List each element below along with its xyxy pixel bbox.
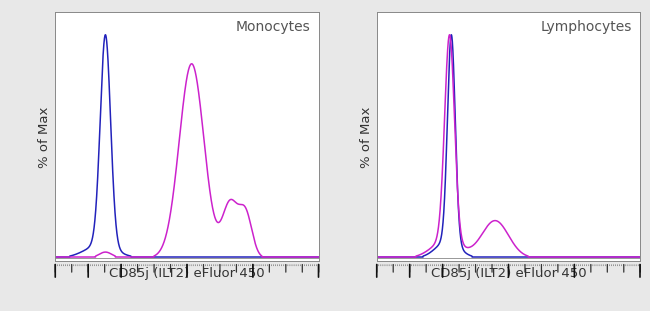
Y-axis label: % of Max: % of Max	[359, 106, 372, 168]
Y-axis label: % of Max: % of Max	[38, 106, 51, 168]
Text: Monocytes: Monocytes	[236, 20, 311, 34]
X-axis label: CD85j (ILT2) eFluor 450: CD85j (ILT2) eFluor 450	[431, 267, 586, 280]
X-axis label: CD85j (ILT2) eFluor 450: CD85j (ILT2) eFluor 450	[109, 267, 265, 280]
Text: Lymphocytes: Lymphocytes	[541, 20, 632, 34]
